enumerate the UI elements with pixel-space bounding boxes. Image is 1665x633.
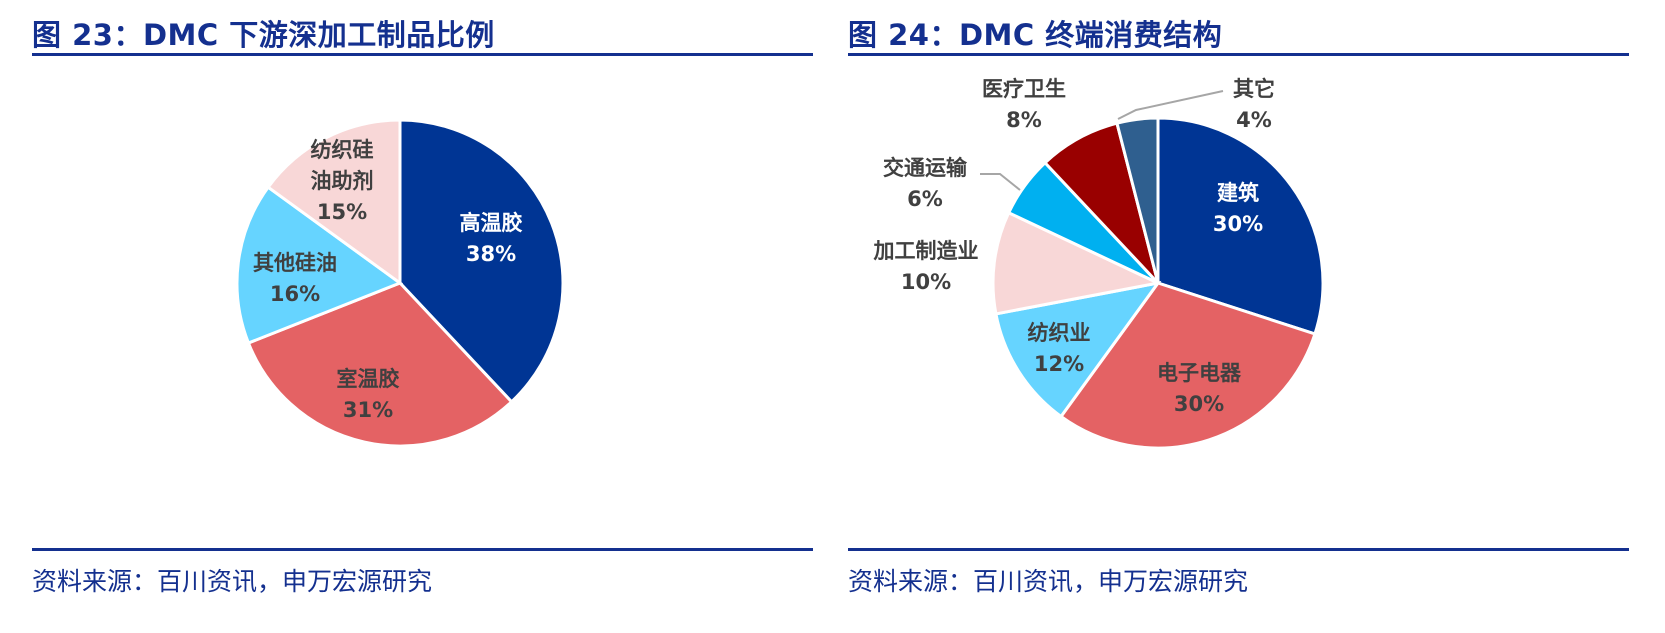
slice-category-label: 其他硅油 (253, 251, 337, 275)
source-divider (848, 548, 1629, 551)
slice-percent-label: 12% (1034, 352, 1084, 376)
slice-label: 其它 4% (1233, 77, 1275, 132)
slice-category-label: 医疗卫生 (982, 77, 1066, 101)
slice-label: 其他硅油 16% (253, 251, 337, 306)
slice-percent-label: 8% (1006, 108, 1042, 132)
slice-percent-label: 30% (1174, 392, 1224, 416)
slice-label: 纺织业 12% (1028, 321, 1091, 376)
slice-label: 室温胶 31% (337, 367, 400, 422)
figure-title: 图 24：DMC 终端消费结构 (848, 18, 1223, 52)
slice-percent-label: 38% (466, 242, 516, 266)
slice-label: 加工制造业 10% (873, 239, 979, 294)
figure-24-panel: 图 24：DMC 终端消费结构 建筑 30% 电子电器 30% 纺织业 12% 加工制造业 1… (848, 0, 1629, 633)
slice-category-label: 纺织硅 (311, 138, 374, 162)
slice-label: 交通运输 6% (883, 156, 968, 211)
source-note: 资料来源：百川资讯，申万宏源研究 (848, 567, 1249, 596)
leader-line (1117, 90, 1224, 120)
slice-label: 电子电器 30% (1157, 361, 1242, 416)
slice-category-label: 电子电器 (1157, 361, 1242, 385)
slice-percent-label: 15% (317, 200, 367, 224)
slice-label: 医疗卫生 8% (982, 77, 1066, 132)
slice-category-label: 其它 (1233, 77, 1275, 101)
slice-category-label: 油助剂 (311, 169, 374, 193)
figure-23-panel: 图 23：DMC 下游深加工制品比例 高温胶 38% 室温胶 31% 其他硅油 16% 纺织… (32, 0, 813, 633)
slice-percent-label: 31% (343, 398, 393, 422)
pie-slice (266, 118, 402, 286)
pie-slice (235, 185, 404, 345)
pie-slice (1156, 116, 1325, 336)
slice-category-label: 纺织业 (1028, 321, 1091, 345)
source-note: 资料来源：百川资讯，申万宏源研究 (32, 567, 433, 596)
pie-slice (1115, 116, 1160, 284)
leader-line (980, 173, 1021, 191)
figure-title: 图 23：DMC 下游深加工制品比例 (32, 18, 495, 52)
slice-percent-label: 10% (901, 270, 951, 294)
slice-category-label: 建筑 (1217, 181, 1259, 205)
slice-percent-label: 16% (270, 282, 320, 306)
title-divider (848, 53, 1629, 56)
slice-label: 高温胶 38% (460, 211, 523, 266)
pie-slice (991, 210, 1163, 316)
slice-label: 建筑 30% (1213, 181, 1263, 236)
title-divider (32, 53, 813, 56)
slice-percent-label: 30% (1213, 212, 1263, 236)
slice-category-label: 交通运输 (883, 156, 968, 180)
slice-category-label: 室温胶 (337, 367, 400, 391)
slice-category-label: 加工制造业 (873, 239, 979, 263)
slice-percent-label: 4% (1236, 108, 1272, 132)
pie-chart-end-consumption: 建筑 30% 电子电器 30% 纺织业 12% 加工制造业 10% 交通运输 6% 医疗卫生 8% 其它… (873, 77, 1325, 450)
slice-percent-label: 6% (907, 187, 943, 211)
pie-slice (246, 281, 514, 448)
pie-slice (994, 280, 1162, 419)
pie-slice (1058, 281, 1317, 450)
slice-category-label: 高温胶 (460, 211, 523, 235)
source-divider (32, 548, 813, 551)
pie-slice (398, 118, 565, 404)
